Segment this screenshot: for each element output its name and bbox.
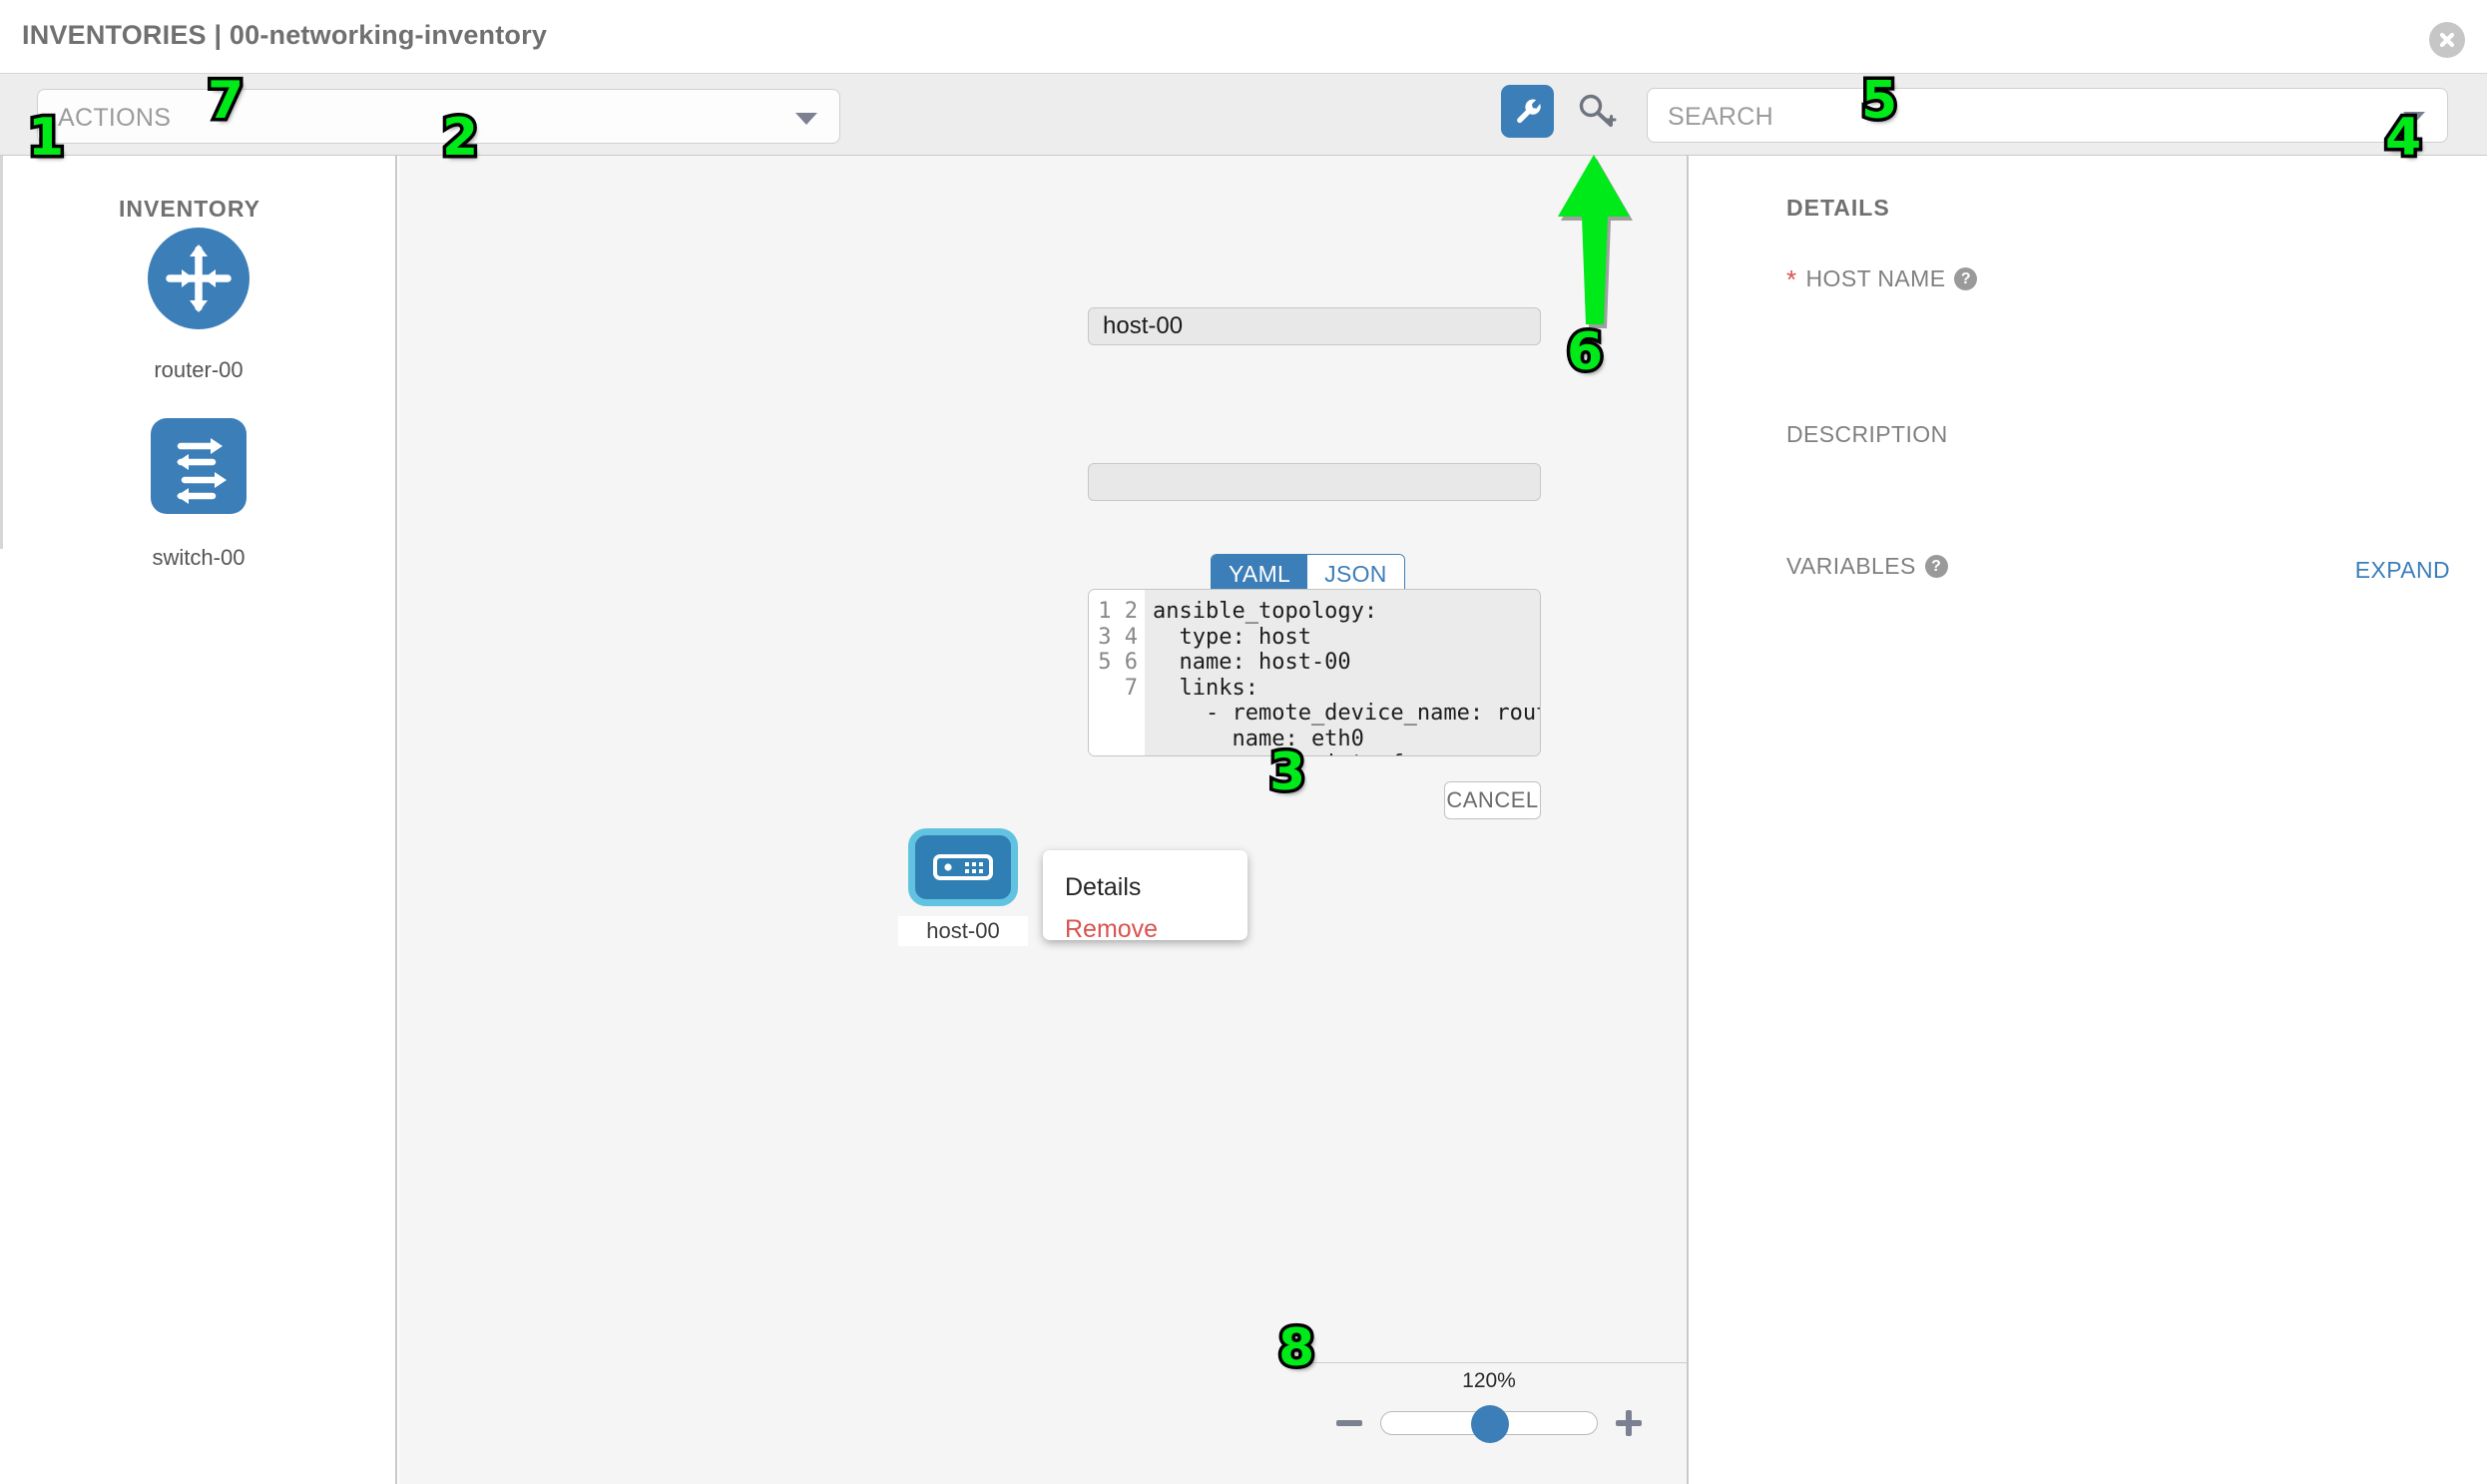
zoom-percent-label: 120% (1462, 1369, 1516, 1392)
zoom-slider-row (1289, 1403, 1687, 1443)
plus-bar-v (1626, 1410, 1632, 1436)
sidebar-item-label: router-00 (154, 357, 244, 382)
wrench-glyph (1516, 99, 1541, 123)
chevron-down-icon (795, 112, 817, 125)
close-x-glyph (2439, 32, 2455, 48)
wrench-icon[interactable] (1501, 85, 1554, 138)
minus-bar (1336, 1420, 1362, 1426)
details-heading: DETAILS (1786, 195, 1890, 221)
host-name-field[interactable] (1088, 307, 1541, 345)
inventory-sidebar: INVENTORY router-00 (0, 156, 397, 1484)
actions-dropdown[interactable]: ACTIONS (37, 89, 840, 144)
description-label-group: DESCRIPTION (1786, 421, 1948, 448)
variables-label-group: VARIABLES ? (1786, 553, 1948, 580)
sidebar-item-router-00[interactable]: router-00 (0, 204, 397, 383)
zoom-control-panel: 120% (1289, 1362, 1687, 1484)
router-icon (124, 204, 273, 353)
variables-code-editor[interactable]: 1 2 3 4 5 6 7 ansible_topology: type: ho… (1088, 589, 1541, 756)
sidebar-accent-bar (0, 156, 3, 549)
node-context-menu: Details Remove (1043, 850, 1247, 943)
description-label: DESCRIPTION (1786, 421, 1948, 447)
variables-label: VARIABLES (1786, 553, 1916, 579)
details-panel: DETAILS (1691, 156, 2487, 1484)
zoom-slider-thumb[interactable] (1471, 1405, 1509, 1443)
sidebar-item-switch-00[interactable]: switch-00 (0, 391, 397, 571)
plus-icon[interactable] (1616, 1410, 1642, 1436)
sidebar-item-label: switch-00 (152, 545, 246, 570)
question-mark-icon[interactable]: ? (1924, 555, 1948, 578)
cancel-button[interactable]: CANCEL (1444, 781, 1541, 819)
magnifier-plus-glyph (1579, 94, 1617, 127)
switch-icon (124, 391, 273, 541)
router-glyph (148, 228, 249, 329)
host-name-label: HOST NAME (1805, 265, 1946, 291)
format-option-json[interactable]: JSON (1307, 555, 1404, 595)
zoom-slider-track[interactable] (1380, 1405, 1598, 1443)
expand-link[interactable]: EXPAND (2354, 557, 2450, 583)
code-line-numbers: 1 2 3 4 5 6 7 (1089, 590, 1145, 755)
server-icon[interactable] (908, 828, 1018, 906)
magnifier-plus-icon[interactable] (1574, 90, 1618, 134)
topology-canvas[interactable]: host-00 Details Remove 120% (399, 156, 1689, 1484)
switch-glyph (151, 418, 247, 514)
server-glyph (933, 854, 993, 880)
context-menu-item-details[interactable]: Details (1065, 873, 1142, 901)
format-option-yaml[interactable]: YAML (1212, 555, 1308, 595)
code-content[interactable]: ansible_topology: type: host name: host-… (1145, 590, 1540, 755)
search-input[interactable]: SEARCH (1647, 88, 2448, 143)
search-placeholder: SEARCH (1668, 103, 1773, 131)
close-icon[interactable] (2429, 22, 2465, 58)
question-mark-icon[interactable]: ? (1954, 267, 1978, 290)
variables-format-toggle: YAML JSON (1211, 554, 1405, 596)
description-field[interactable] (1088, 463, 1541, 501)
minus-icon[interactable] (1336, 1410, 1362, 1436)
page-title: INVENTORIES | 00-networking-inventory (22, 20, 548, 50)
chevron-down-icon[interactable] (2403, 111, 2425, 124)
canvas-node-label: host-00 (898, 916, 1028, 946)
required-asterisk: * (1786, 263, 1797, 294)
context-menu-item-remove[interactable]: Remove (1065, 915, 1159, 943)
host-name-label-group: * HOST NAME ? (1786, 263, 1978, 294)
actions-dropdown-label: ACTIONS (58, 104, 172, 132)
modal-titlebar: INVENTORIES | 00-networking-inventory (0, 0, 2487, 73)
sidebar-heading: INVENTORY (119, 196, 260, 222)
